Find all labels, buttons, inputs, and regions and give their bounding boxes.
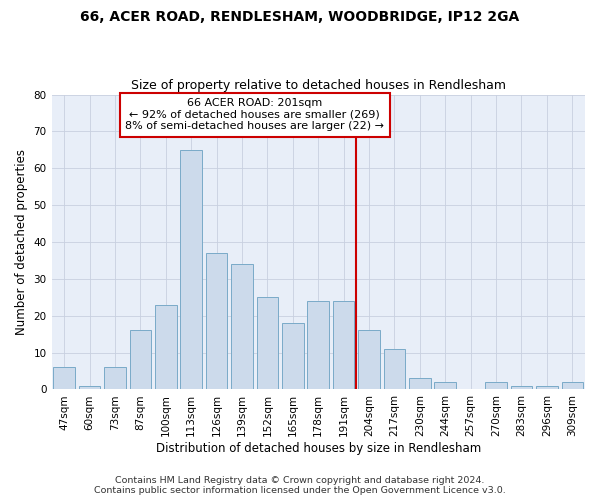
Bar (358, 330, 380, 390)
Bar (409, 378, 431, 390)
Text: Contains HM Land Registry data © Crown copyright and database right 2024.
Contai: Contains HM Land Registry data © Crown c… (94, 476, 506, 495)
Text: 66, ACER ROAD, RENDLESHAM, WOODBRIDGE, IP12 2GA: 66, ACER ROAD, RENDLESHAM, WOODBRIDGE, I… (80, 10, 520, 24)
X-axis label: Distribution of detached houses by size in Rendlesham: Distribution of detached houses by size … (155, 442, 481, 455)
Bar (333, 301, 355, 390)
Bar (104, 368, 126, 390)
Bar (155, 304, 176, 390)
Text: 66 ACER ROAD: 201sqm
← 92% of detached houses are smaller (269)
8% of semi-detac: 66 ACER ROAD: 201sqm ← 92% of detached h… (125, 98, 384, 132)
Bar (53, 368, 75, 390)
Bar (562, 382, 583, 390)
Bar (181, 150, 202, 390)
Bar (231, 264, 253, 390)
Bar (536, 386, 557, 390)
Bar (130, 330, 151, 390)
Bar (434, 382, 456, 390)
Bar (511, 386, 532, 390)
Bar (485, 382, 507, 390)
Bar (307, 301, 329, 390)
Bar (257, 298, 278, 390)
Bar (282, 323, 304, 390)
Bar (79, 386, 100, 390)
Title: Size of property relative to detached houses in Rendlesham: Size of property relative to detached ho… (131, 79, 506, 92)
Bar (206, 253, 227, 390)
Bar (383, 349, 405, 390)
Y-axis label: Number of detached properties: Number of detached properties (15, 149, 28, 335)
